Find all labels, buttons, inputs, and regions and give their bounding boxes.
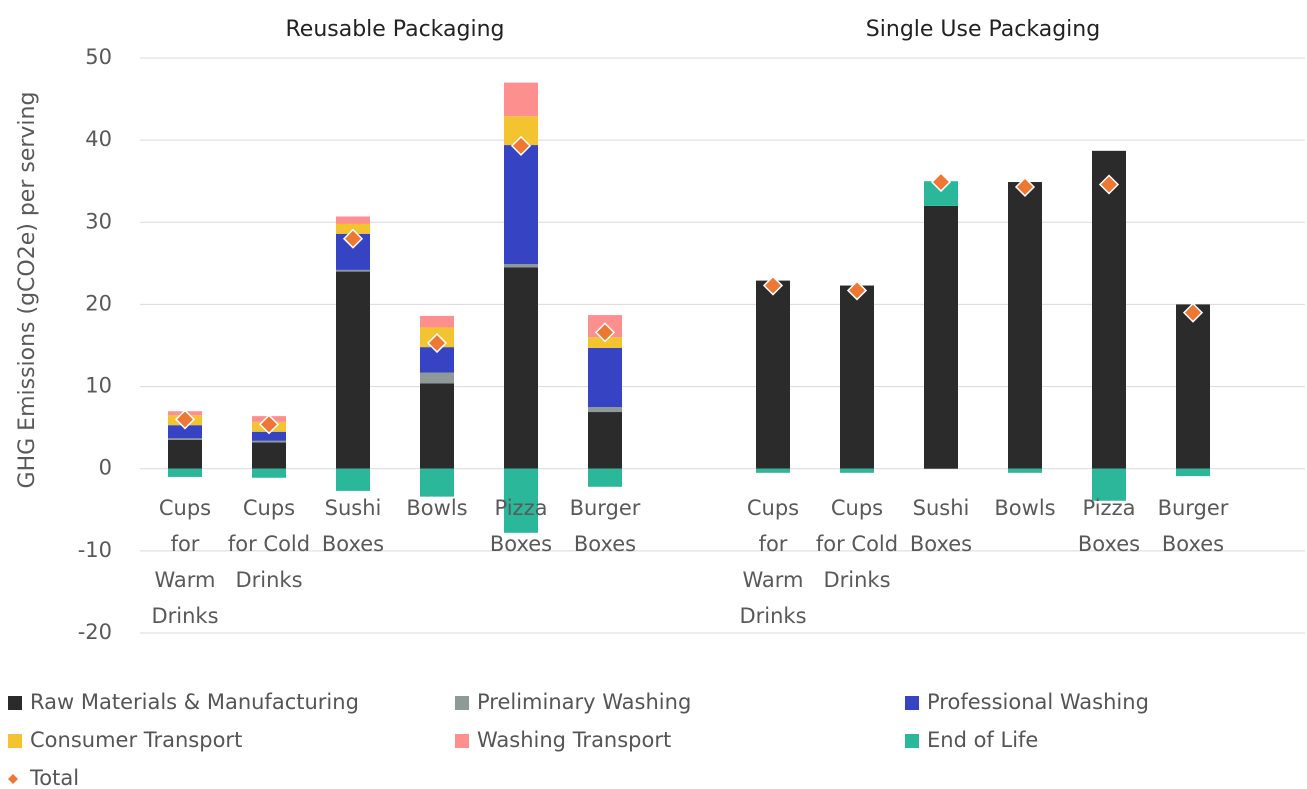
legend-label: Professional Washing (927, 690, 1149, 714)
bar-segment (336, 269, 370, 272)
x-tick-label: Bowls (406, 496, 468, 520)
total-marker (174, 409, 196, 430)
bar-segment (588, 412, 622, 469)
x-tick-label: Cups for Warm Drinks (151, 496, 219, 628)
legend-label: Preliminary Washing (477, 690, 691, 714)
bar-segment (756, 468, 790, 473)
bar-segment (756, 280, 790, 469)
bar-segment (588, 407, 622, 413)
bar-segment (336, 216, 370, 224)
total-marker (258, 414, 280, 435)
x-tick-label: Burger Boxes (569, 496, 641, 556)
group-title: Single Use Packaging (866, 17, 1100, 42)
bar-segment (588, 347, 622, 408)
bar-segment (420, 468, 454, 497)
bar-segment (420, 372, 454, 384)
bar-segment (168, 468, 202, 477)
total-marker (930, 171, 952, 193)
total-marker (426, 332, 448, 354)
legend-label: Total (29, 766, 79, 789)
x-tick-label: Burger Boxes (1157, 496, 1229, 556)
total-marker (1182, 302, 1204, 323)
bar-segment (504, 145, 538, 265)
legend-label: Raw Materials & Manufacturing (30, 690, 359, 714)
bar-segment (924, 205, 958, 469)
total-marker (342, 228, 364, 249)
x-tick-label: Pizza Boxes (489, 496, 553, 556)
legend-label: Washing Transport (477, 728, 671, 752)
bar-segment (1008, 468, 1042, 473)
bar-segment (252, 442, 286, 469)
x-tick-label: Cups for Warm Drinks (739, 496, 807, 628)
bar-segment (420, 315, 454, 328)
total-marker (594, 322, 616, 343)
bar-segment (168, 438, 202, 440)
legend-label: Consumer Transport (30, 728, 242, 752)
bar-segment (252, 468, 286, 478)
legend-swatch (8, 774, 18, 784)
bar-segment (588, 468, 622, 487)
bar-segment (168, 425, 202, 439)
total-marker (510, 135, 532, 156)
total-marker (1098, 174, 1120, 195)
legend-swatch (455, 734, 469, 748)
y-tick-label: 40 (85, 127, 112, 151)
total-marker (846, 280, 868, 301)
x-tick-label: Pizza Boxes (1077, 496, 1141, 556)
y-tick-label: 10 (85, 374, 112, 398)
bar-segment (336, 271, 370, 469)
legend-swatch (905, 734, 919, 748)
bar-segment (504, 468, 538, 533)
bar-segment (1176, 468, 1210, 477)
x-tick-label: Cups for Cold Drinks (815, 496, 899, 592)
x-tick-label: Sushi Boxes (909, 496, 973, 556)
y-tick-label: -10 (78, 538, 112, 562)
group-title: Reusable Packaging (285, 17, 504, 42)
bar-segment (420, 383, 454, 469)
bar-segment (252, 431, 286, 441)
bar-segment (336, 468, 370, 491)
bar-segment (168, 439, 202, 469)
x-tick-label: Sushi Boxes (321, 496, 385, 556)
legend-label: End of Life (927, 728, 1038, 752)
bar-segment (1008, 182, 1042, 469)
bar-segment (840, 468, 874, 473)
bar-segment (1092, 150, 1126, 469)
y-tick-label: 0 (99, 456, 112, 480)
total-marker (1014, 176, 1036, 198)
y-tick-label: 30 (85, 209, 112, 233)
legend-swatch (905, 696, 919, 710)
legend-swatch (8, 734, 22, 748)
x-tick-label: Cups for Cold Drinks (227, 496, 311, 592)
y-axis-label: GHG Emissions (gCO2e) per serving (15, 92, 40, 489)
total-marker (762, 275, 784, 296)
bar-segment (252, 440, 286, 443)
legend-swatch (8, 696, 22, 710)
bar-segment (840, 285, 874, 469)
bar-segment (504, 264, 538, 268)
bar-segment (504, 267, 538, 469)
y-tick-label: -20 (78, 620, 112, 644)
bar-segment (588, 337, 622, 348)
bar-segment (1092, 468, 1126, 501)
y-tick-label: 50 (85, 45, 112, 69)
y-tick-label: 20 (85, 291, 112, 315)
x-tick-label: Bowls (994, 496, 1056, 520)
bar-segment (1176, 304, 1210, 469)
legend-swatch (455, 696, 469, 710)
bar-segment (504, 82, 538, 117)
